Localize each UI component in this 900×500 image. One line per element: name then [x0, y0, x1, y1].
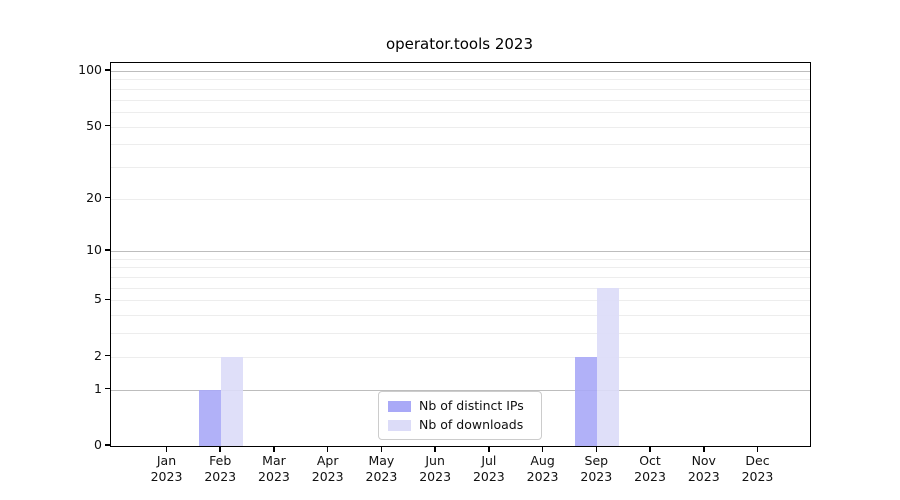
minor-gridline [111, 356, 810, 358]
y-tick [105, 444, 110, 446]
legend: Nb of distinct IPs Nb of downloads [378, 391, 542, 440]
x-tick-label: Mar 2023 [258, 453, 290, 484]
x-tick-label: May 2023 [365, 453, 398, 484]
minor-gridline [111, 111, 810, 113]
x-tick [703, 447, 705, 452]
y-tick-label: 0 [94, 437, 102, 452]
bar-ips-feb [199, 389, 222, 446]
x-tick-label: Jul 2023 [472, 453, 505, 484]
legend-swatch-distinct-ips-icon [388, 400, 411, 412]
x-tick-label: Feb 2023 [204, 453, 237, 484]
x-tick-label: Jan 2023 [150, 453, 183, 484]
x-tick-label: Apr 2023 [311, 453, 344, 484]
y-tick-label: 20 [86, 189, 102, 205]
x-tick [756, 447, 759, 452]
minor-gridline [111, 79, 810, 81]
x-tick [649, 447, 651, 452]
major-gridline [111, 251, 810, 253]
x-tick [219, 447, 221, 452]
major-gridline [111, 389, 810, 391]
x-tick-label: Dec 2023 [741, 453, 774, 484]
x-tick [488, 447, 490, 452]
y-tick-label: 100 [78, 61, 102, 77]
minor-gridline [111, 198, 810, 200]
minor-gridline [111, 300, 810, 302]
chart-title: operator.tools 2023 [385, 35, 534, 53]
bar-downloads-feb [221, 356, 244, 446]
minor-gridline [111, 258, 810, 260]
minor-gridline [111, 267, 810, 269]
y-tick [105, 249, 110, 251]
plot-area [110, 62, 811, 447]
y-tick [105, 196, 110, 199]
y-tick [105, 354, 110, 357]
legend-label-distinct-ips: Nb of distinct IPs [419, 398, 524, 413]
legend-item-downloads: Nb of downloads [388, 416, 532, 434]
minor-gridline [111, 333, 810, 335]
x-tick [541, 447, 544, 452]
minor-gridline [111, 287, 810, 289]
y-tick-label: 2 [94, 347, 102, 363]
x-tick [326, 447, 329, 452]
y-tick [105, 69, 110, 71]
y-tick-label: 1 [94, 380, 102, 396]
x-tick [165, 447, 168, 452]
bar-ips-sep [575, 356, 598, 446]
y-tick-label: 5 [94, 291, 102, 307]
x-tick [595, 447, 598, 452]
minor-gridline [111, 88, 810, 90]
x-tick-label: Nov 2023 [687, 453, 720, 484]
x-tick-label: Aug 2023 [526, 453, 559, 484]
y-tick-label: 10 [86, 242, 102, 258]
minor-gridline [111, 315, 810, 317]
major-gridline [111, 70, 810, 72]
y-tick [105, 124, 110, 127]
x-tick [434, 447, 436, 452]
legend-swatch-downloads-icon [388, 419, 411, 431]
bar-downloads-sep [597, 287, 620, 446]
minor-gridline [111, 126, 810, 128]
x-tick-label: Oct 2023 [634, 453, 666, 484]
y-tick [105, 298, 110, 301]
x-tick [273, 447, 275, 452]
minor-gridline [111, 99, 810, 101]
y-tick-label: 50 [86, 117, 102, 133]
y-tick [105, 387, 110, 390]
x-tick-label: Sep 2023 [580, 453, 613, 484]
legend-item-distinct-ips: Nb of distinct IPs [388, 397, 532, 415]
legend-label-downloads: Nb of downloads [419, 417, 524, 432]
x-tick [380, 447, 383, 452]
minor-gridline [111, 166, 810, 168]
minor-gridline [111, 144, 810, 146]
x-tick-label: Jun 2023 [419, 453, 452, 484]
minor-gridline [111, 277, 810, 279]
